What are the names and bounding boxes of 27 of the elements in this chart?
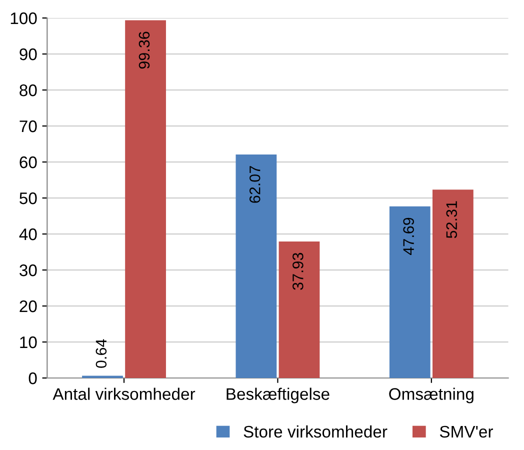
y-tick-label: 10 (20, 336, 37, 348)
y-tick-label: 90 (20, 48, 37, 60)
data-label: 47.69 (403, 218, 414, 255)
y-tick-label: 100 (10, 12, 37, 24)
bar (389, 206, 430, 378)
x-tick-label: Antal virksomheder (52, 388, 196, 400)
y-tick-label: 30 (20, 264, 37, 276)
data-label: 37.93 (292, 252, 304, 290)
bar (432, 190, 474, 378)
legend-label: Store virksomheder (244, 425, 388, 438)
y-tick-label: 50 (20, 192, 37, 204)
y-tick-label: 80 (20, 84, 37, 96)
bar (278, 241, 320, 378)
data-label: 52.31 (446, 201, 458, 238)
data-label: 99.36 (138, 32, 150, 69)
x-tick-label: Beskæftigelse (226, 388, 330, 404)
y-tick-label: 40 (19, 228, 37, 240)
data-label: 0.64 (96, 339, 107, 368)
y-tick-label: 20 (20, 300, 37, 312)
y-tick-label: 60 (20, 156, 37, 168)
legend-label: SMV'er (440, 426, 494, 438)
bar (236, 154, 277, 378)
data-label: 62.07 (249, 166, 260, 203)
x-tick-label: Omsætning (389, 388, 474, 404)
y-tick-label: 70 (20, 120, 37, 132)
y-tick-label: 0 (28, 372, 37, 384)
bar (125, 20, 166, 378)
